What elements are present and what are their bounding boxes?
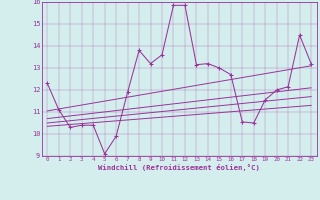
X-axis label: Windchill (Refroidissement éolien,°C): Windchill (Refroidissement éolien,°C): [98, 164, 260, 171]
